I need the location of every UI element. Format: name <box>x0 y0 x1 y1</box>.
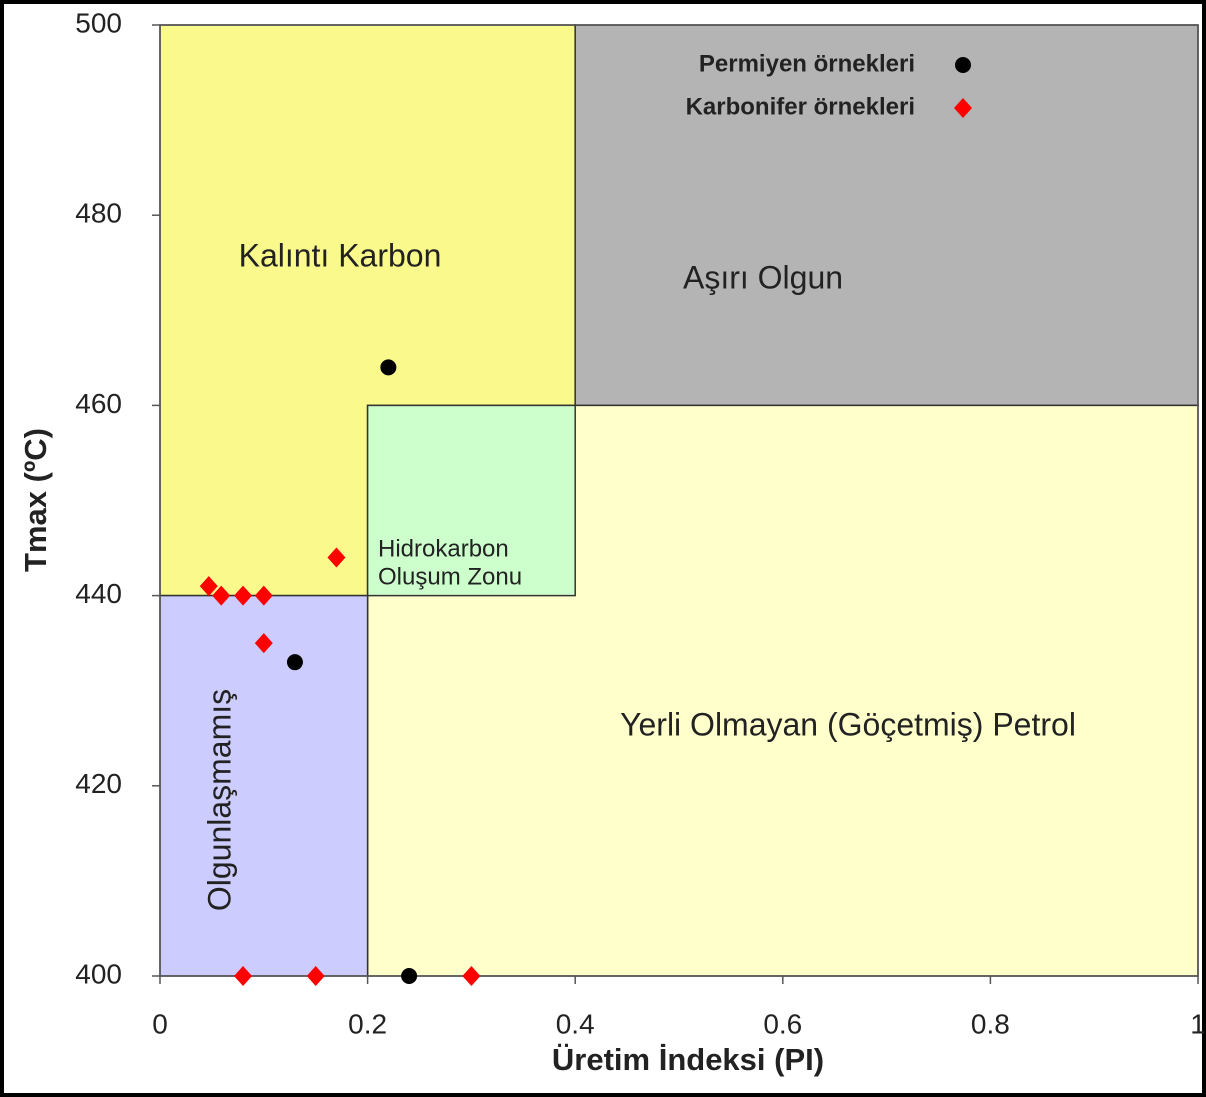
point <box>234 966 253 986</box>
point <box>401 968 418 984</box>
y-tick-label: 440 <box>75 578 122 609</box>
x-axis-label: Üretim İndeksi (PI) <box>552 1042 824 1077</box>
y-tick-label: 500 <box>75 7 122 38</box>
point <box>199 576 218 597</box>
y-tick-label: 420 <box>75 768 122 799</box>
point <box>254 585 273 606</box>
region-label: Hidrokarbon <box>378 535 509 562</box>
legend-marker <box>954 98 972 118</box>
x-tick-label: 0.8 <box>971 1008 1010 1039</box>
point <box>462 966 481 986</box>
region-label: Kalıntı Karbon <box>239 237 442 273</box>
y-axis-label: Tmax (ºC) <box>18 428 53 572</box>
point <box>380 359 397 376</box>
region-label: Olgunlaşmamış <box>201 689 237 911</box>
legend-label: Karbonifer örnekleri <box>686 93 915 120</box>
region-label: Aşırı Olgun <box>683 259 843 295</box>
legend-label: Permiyen örnekleri <box>699 50 915 77</box>
point <box>286 654 303 671</box>
region <box>366 404 576 597</box>
x-tick-label: 0 <box>152 1008 168 1039</box>
y-tick-label: 480 <box>75 198 122 229</box>
region <box>574 24 1199 407</box>
legend-marker <box>955 57 971 73</box>
region-label: Yerli Olmayan (Göçetmiş) Petrol <box>620 706 1076 742</box>
point <box>306 966 325 986</box>
x-tick-label: 1 <box>1190 1008 1206 1039</box>
x-tick-label: 0.2 <box>348 1008 387 1039</box>
point <box>212 585 231 606</box>
y-tick-label: 460 <box>75 388 122 419</box>
x-tick-label: 0.6 <box>763 1008 802 1039</box>
y-tick-label: 400 <box>75 958 122 989</box>
plot-frame <box>159 24 1199 977</box>
region-label: Oluşum Zonu <box>378 563 522 590</box>
point <box>234 585 253 606</box>
point <box>254 633 273 654</box>
x-tick-label: 0.4 <box>556 1008 595 1039</box>
point <box>327 547 346 568</box>
